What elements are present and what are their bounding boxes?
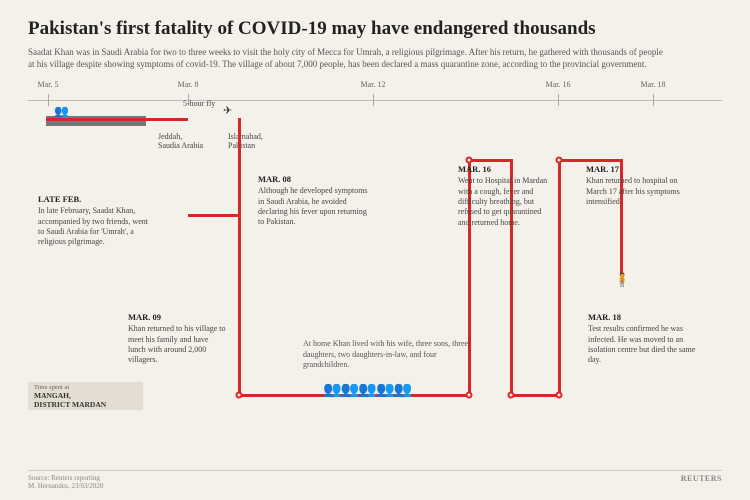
footer: Source: Reuters reporting M. Hernandez, … — [28, 470, 722, 490]
location-main: MANGAH, DISTRICT MARDAN — [34, 391, 143, 409]
tick-label: Mar. 16 — [546, 80, 571, 89]
path-node — [236, 392, 243, 399]
event-date: MAR. 18 — [588, 312, 698, 322]
path-seg-1 — [46, 118, 188, 121]
tick-label: Mar. 12 — [361, 80, 386, 89]
tick — [373, 94, 374, 106]
event-date: MAR. 16 — [458, 164, 548, 174]
event-text: Test results confirmed he was infected. … — [588, 324, 698, 366]
event-date: LATE FEB. — [38, 194, 148, 204]
event-block: MAR. 09 Khan returned to his village to … — [128, 312, 228, 366]
location-band: Time spent at MANGAH, DISTRICT MARDAN — [28, 382, 143, 410]
tick-label: Mar. 8 — [178, 80, 199, 89]
path-node — [556, 157, 563, 164]
travellers-icon: 👥 — [54, 104, 68, 119]
headline: Pakistan's first fatality of COVID-19 ma… — [28, 18, 722, 40]
footer-left: Source: Reuters reporting M. Hernandez, … — [28, 474, 103, 490]
event-block: MAR. 18 Test results confirmed he was in… — [588, 312, 698, 366]
plane-icon: ✈ — [223, 104, 232, 117]
path-seg-3 — [238, 214, 241, 394]
path-node — [508, 392, 515, 399]
event-block: MAR. 16 Went to Hospital in Mardan with … — [458, 164, 548, 228]
flight-dest: Islamabad, Pakistan — [228, 132, 283, 150]
family-icon-group: 👥👥👥👥👥 — [323, 380, 411, 399]
path-seg-2b — [188, 214, 238, 217]
path-seg-6 — [468, 159, 510, 162]
flight-label: 5-hour fly — [183, 99, 215, 108]
event-text: Khan returned to hospital on March 17 af… — [586, 176, 686, 207]
event-block: MAR. 17 Khan returned to hospital on Mar… — [586, 164, 686, 207]
path-seg-10 — [558, 159, 620, 162]
subhead: Saadat Khan was in Saudi Arabia for two … — [28, 46, 668, 70]
family-note: At home Khan lived with his wife, three … — [303, 339, 483, 370]
axis-line — [28, 100, 722, 101]
path-seg-8 — [510, 394, 558, 397]
tick — [558, 94, 559, 106]
timeline-axis: Mar. 5 Mar. 8 Mar. 12 Mar. 16 Mar. 18 — [28, 84, 722, 106]
flight-origin: Jeddah, Saudia Arabia — [158, 132, 213, 150]
event-block: LATE FEB. In late February, Saadat Khan,… — [38, 194, 148, 248]
infographic-container: Pakistan's first fatality of COVID-19 ma… — [0, 0, 750, 500]
path-node — [466, 157, 473, 164]
tick — [48, 94, 49, 106]
tick — [653, 94, 654, 106]
event-date: MAR. 17 — [586, 164, 686, 174]
location-small: Time spent at — [34, 384, 143, 391]
diagram-area: 👥 5-hour fly ✈ Jeddah, Saudia Arabia Isl… — [28, 114, 722, 454]
path-node — [556, 392, 563, 399]
event-date: MAR. 08 — [258, 174, 368, 184]
path-seg-9 — [558, 159, 561, 397]
credit-line: M. Hernandez, 23/03/2020 — [28, 482, 103, 490]
brand: REUTERS — [681, 474, 722, 490]
event-text: In late February, Saadat Khan, accompani… — [38, 206, 148, 248]
event-text: Although he developed symptoms in Saudi … — [258, 186, 368, 228]
tick-label: Mar. 5 — [38, 80, 59, 89]
event-date: MAR. 09 — [128, 312, 228, 322]
event-block: MAR. 08 Although he developed symptoms i… — [258, 174, 368, 228]
path-node — [466, 392, 473, 399]
tick-label: Mar. 18 — [641, 80, 666, 89]
fatality-icon: 🧍 — [614, 272, 630, 288]
event-text: Went to Hospital in Mardan with a cough,… — [458, 176, 548, 228]
source-line: Source: Reuters reporting — [28, 474, 103, 482]
path-seg-2 — [238, 118, 241, 214]
event-text: Khan returned to his village to meet his… — [128, 324, 228, 366]
